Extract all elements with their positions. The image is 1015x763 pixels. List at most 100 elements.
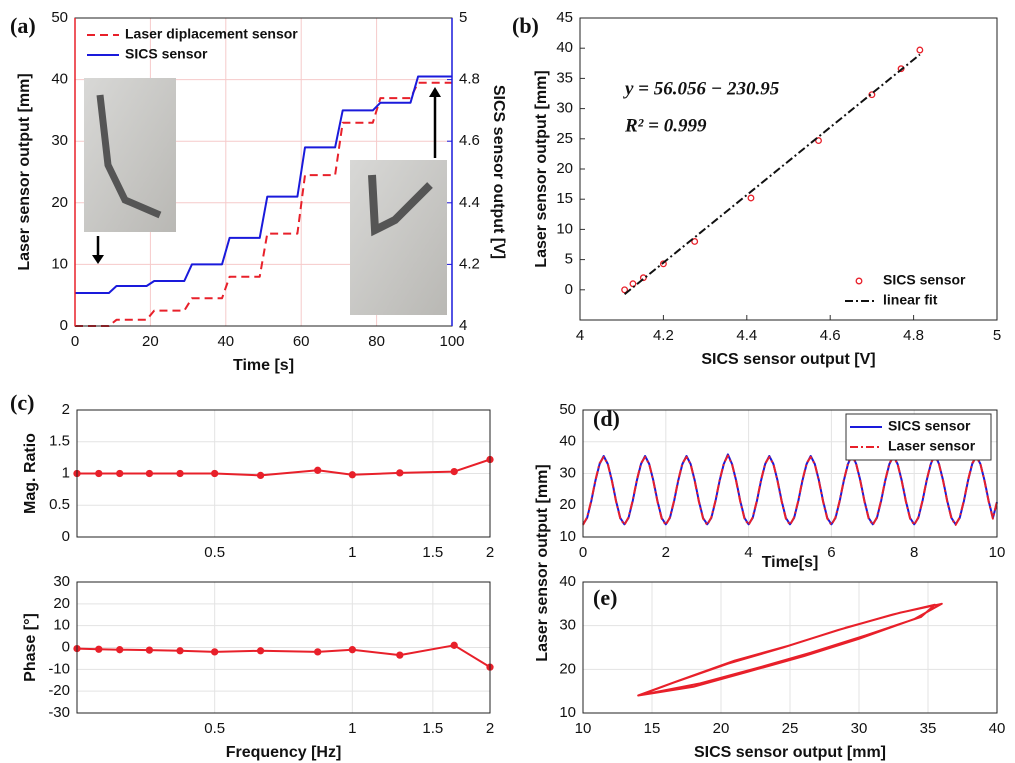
x-tick-label: 15 xyxy=(644,720,661,737)
series-line xyxy=(75,81,452,327)
data-point xyxy=(211,648,219,656)
panel-label: (c) xyxy=(10,390,34,415)
x-tick-label: 80 xyxy=(368,333,385,350)
x-tick-label: 0 xyxy=(579,544,587,561)
y2-tick-label: 4.6 xyxy=(459,132,480,149)
y-tick-label: 10 xyxy=(556,220,573,237)
y-tick-label: 10 xyxy=(559,528,576,545)
x-tick-label: 4.6 xyxy=(820,327,841,344)
x-tick-label: 20 xyxy=(713,720,730,737)
y-tick-label: 30 xyxy=(559,617,576,634)
panel-label: (a) xyxy=(10,13,36,38)
y-tick-label: 2 xyxy=(62,401,70,418)
x-tick-label: 20 xyxy=(142,333,159,350)
data-point xyxy=(348,471,356,479)
panel-label: (e) xyxy=(593,585,617,610)
series-line xyxy=(623,53,921,295)
x-axis-label: SICS sensor output [V] xyxy=(701,351,875,368)
y2-tick-label: 5 xyxy=(459,9,467,26)
y-tick-label: 15 xyxy=(556,190,573,207)
plot-frame xyxy=(579,17,998,321)
legend-label: Laser diplacement sensor xyxy=(125,26,298,42)
x-tick-label: 10 xyxy=(575,720,592,737)
series-line xyxy=(582,454,998,526)
plot-frame xyxy=(76,581,491,714)
panel-label: (b) xyxy=(512,13,539,38)
y2-tick-label: 4.8 xyxy=(459,71,480,88)
data-point xyxy=(256,471,265,480)
y-tick-label: 10 xyxy=(559,704,576,721)
x-axis-label: Time [s] xyxy=(233,357,294,374)
y-tick-label: 5 xyxy=(565,251,573,268)
data-point xyxy=(145,469,154,478)
x-tick-label: 40 xyxy=(989,720,1006,737)
data-point xyxy=(116,469,124,478)
x-tick-label: 40 xyxy=(217,333,234,350)
data-point xyxy=(314,648,322,656)
data-point xyxy=(211,469,219,478)
y-tick-label: 0 xyxy=(60,317,68,334)
chart-panel: 0 2 4 6 8 10 10 20 30 40 50 Time[s] (d) SICS sensor La… xyxy=(559,401,1005,571)
data-point xyxy=(95,469,103,478)
y-tick-label: 0 xyxy=(62,528,70,545)
y-tick-label: 0 xyxy=(62,638,70,655)
y-tick-label: 20 xyxy=(559,660,576,677)
series-line xyxy=(637,602,943,697)
y-axis-label: Laser sensor output [mm] xyxy=(533,70,550,267)
y2-axis-label: SICS sensor output [V] xyxy=(490,85,507,259)
panel-label: (d) xyxy=(593,406,620,431)
data-point xyxy=(314,466,322,474)
inset-photos xyxy=(84,78,447,315)
legend-box xyxy=(845,413,992,461)
data-point xyxy=(691,238,699,245)
arrow-head xyxy=(92,255,104,264)
x-tick-label: 0.5 xyxy=(204,544,225,561)
data-point xyxy=(348,646,356,654)
y-tick-label: 0.5 xyxy=(49,496,70,513)
y-tick-label: 30 xyxy=(556,100,573,117)
plot-frame xyxy=(76,409,491,538)
y2-tick-label: 4.4 xyxy=(459,194,480,211)
y-tick-label: -30 xyxy=(48,704,70,721)
x-tick-label: 4 xyxy=(744,544,752,561)
data-point xyxy=(145,646,154,654)
x-tick-label: 4 xyxy=(576,327,584,344)
y-tick-label: 20 xyxy=(559,496,576,513)
x-tick-label: 8 xyxy=(910,544,918,561)
plot-frame xyxy=(582,581,998,714)
data-point xyxy=(256,647,265,655)
x-tick-label: 0.5 xyxy=(204,720,225,737)
arrow-head xyxy=(429,87,441,97)
legend-label: linear fit xyxy=(883,292,938,308)
x-tick-label: 6 xyxy=(827,544,835,561)
x-tick-label: 0 xyxy=(71,333,79,350)
y-tick-label: 25 xyxy=(556,130,573,147)
plot-area xyxy=(580,18,997,320)
x-axis-label: SICS sensor output [mm] xyxy=(694,744,886,761)
x-tick-label: 30 xyxy=(851,720,868,737)
data-point xyxy=(396,469,404,477)
data-point xyxy=(659,260,667,268)
data-point xyxy=(621,286,629,294)
x-axis-label: Frequency [Hz] xyxy=(226,744,342,761)
data-point xyxy=(815,137,822,145)
x-tick-label: 2 xyxy=(486,720,494,737)
y-tick-label: 1 xyxy=(62,464,70,481)
legend-label: Laser sensor xyxy=(888,438,976,454)
photo-arm xyxy=(96,94,162,219)
y-axis-label: Mag. Ratio xyxy=(22,433,39,514)
x-tick-label: 1.5 xyxy=(422,720,443,737)
y-tick-label: 1.5 xyxy=(49,433,70,450)
y-tick-label: 40 xyxy=(556,39,573,56)
y-tick-label: 20 xyxy=(51,194,68,211)
annotation: y = 56.056 − 230.95 xyxy=(623,78,780,99)
data-point xyxy=(747,194,755,202)
legend-label: SICS sensor xyxy=(883,272,966,288)
x-tick-label: 2 xyxy=(662,544,670,561)
x-tick-label: 1.5 xyxy=(422,544,443,561)
y-tick-label: 40 xyxy=(51,71,68,88)
y-tick-label: 40 xyxy=(559,433,576,450)
data-point xyxy=(396,651,404,659)
y-tick-label: 40 xyxy=(559,573,576,590)
